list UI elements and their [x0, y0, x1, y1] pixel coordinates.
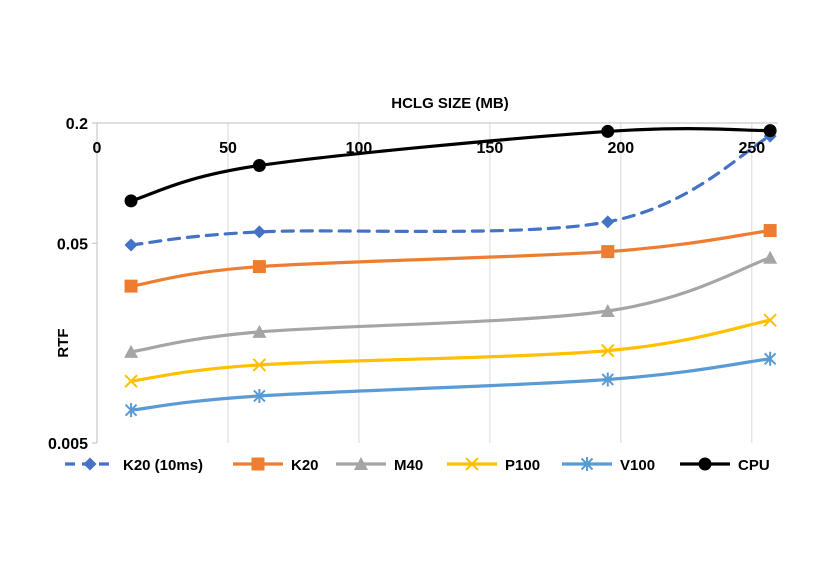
- x-tick-label: 250: [738, 140, 765, 157]
- series-line-cpu: [129, 127, 772, 203]
- legend-item-v100: V100: [562, 457, 655, 474]
- legend-label: P100: [505, 457, 540, 474]
- x-tick-label: 150: [477, 140, 504, 157]
- data-point-k20: [252, 260, 266, 274]
- legend-swatch-marker: [251, 457, 265, 471]
- data-point-k20: [124, 279, 138, 293]
- series-lines: [124, 124, 778, 418]
- data-point-cpu: [763, 124, 777, 138]
- series-line-m40: [129, 256, 772, 354]
- series-k20: [124, 224, 777, 293]
- series-line-v100: [129, 357, 772, 412]
- legend-label: CPU: [738, 457, 770, 474]
- data-point-cpu: [124, 194, 138, 208]
- legend-item-k20: K20: [233, 457, 319, 474]
- y-tick-label: 0.2: [66, 116, 88, 133]
- data-point-k20: [601, 245, 615, 259]
- legend-swatch-marker: [698, 457, 712, 471]
- y-tick-label: 0.05: [57, 236, 88, 253]
- legend: K20 (10ms) K20 M40 P100 V100 CPU: [65, 457, 770, 474]
- data-point-v100: [763, 351, 777, 366]
- series-line-p100: [129, 318, 772, 383]
- legend-swatch-marker: [580, 457, 594, 471]
- data-point-m40: [252, 324, 267, 338]
- series-line-k20: [129, 228, 772, 288]
- y-tick-label: 0.005: [48, 436, 88, 453]
- x-tick-label: 0: [93, 140, 102, 157]
- x-tick-label: 200: [607, 140, 634, 157]
- series-p100: [124, 313, 777, 388]
- data-point-k20-10ms: [252, 225, 266, 239]
- legend-label: K20 (10ms): [123, 457, 203, 474]
- data-point-m40: [763, 250, 778, 264]
- series-line-k20-10ms: [129, 134, 772, 247]
- legend-swatch-marker: [83, 457, 97, 471]
- data-point-m40: [124, 344, 139, 358]
- data-point-cpu: [252, 159, 266, 173]
- axis-labels: HCLG SIZE (MB) RTF 0 50 100 150 200 250 0.005 0…: [48, 95, 765, 453]
- data-point-v100: [253, 388, 266, 403]
- data-point-k20-10ms: [601, 215, 615, 229]
- data-point-p100: [763, 313, 777, 327]
- legend-item-k20-10ms: K20 (10ms): [65, 457, 203, 474]
- legend-label: V100: [620, 457, 655, 474]
- legend-swatch-marker: [465, 457, 479, 471]
- data-point-k20: [763, 224, 777, 238]
- data-point-p100: [124, 374, 138, 388]
- y-axis-title: RTF: [55, 328, 72, 357]
- legend-label: K20: [291, 457, 319, 474]
- x-tick-label: 100: [346, 140, 373, 157]
- data-point-k20-10ms: [124, 238, 138, 252]
- series-cpu: [124, 124, 777, 208]
- data-point-v100: [124, 403, 138, 418]
- legend-item-p100: P100: [447, 457, 540, 474]
- legend-swatch-marker: [354, 457, 368, 470]
- legend-item-cpu: CPU: [680, 457, 770, 474]
- data-point-m40: [600, 303, 615, 317]
- data-point-p100: [601, 343, 615, 358]
- series-v100: [124, 351, 777, 418]
- x-tick-label: 50: [219, 140, 237, 157]
- data-point-v100: [601, 372, 614, 387]
- legend-item-m40: M40: [336, 457, 423, 474]
- data-point-p100: [252, 358, 267, 372]
- axes: [92, 122, 778, 444]
- legend-label: M40: [394, 457, 423, 474]
- series-m40: [124, 250, 778, 358]
- data-point-cpu: [601, 124, 615, 138]
- x-axis-title: HCLG SIZE (MB): [391, 95, 509, 112]
